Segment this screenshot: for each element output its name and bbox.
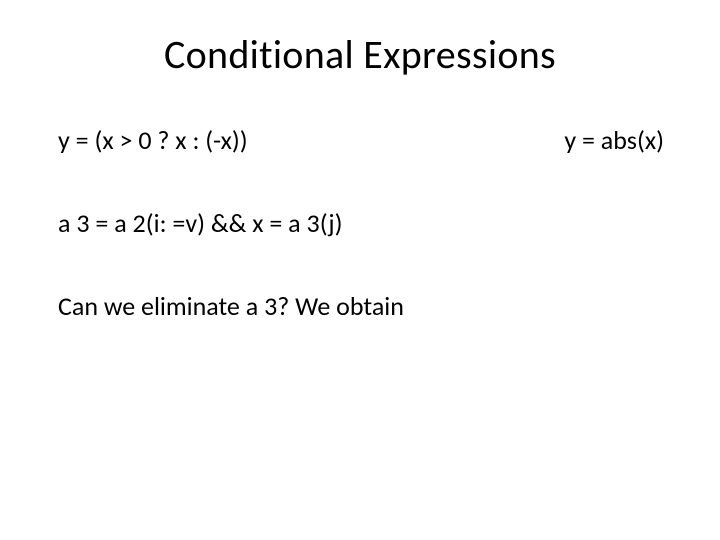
question-text: Can we eliminate a 3? We obtain — [50, 289, 670, 324]
slide-title: Conditional Expressions — [50, 30, 670, 79]
expression-array: a 3 = a 2(i: =v) && x = a 3(j) — [50, 206, 670, 241]
slide-container: Conditional Expressions y = (x > 0 ? x :… — [0, 0, 720, 540]
expression-ternary: y = (x > 0 ? x : (-x)) — [50, 123, 248, 158]
expression-abs: y = abs(x) — [564, 123, 670, 158]
content-row-1: y = (x > 0 ? x : (-x)) y = abs(x) — [50, 123, 670, 158]
